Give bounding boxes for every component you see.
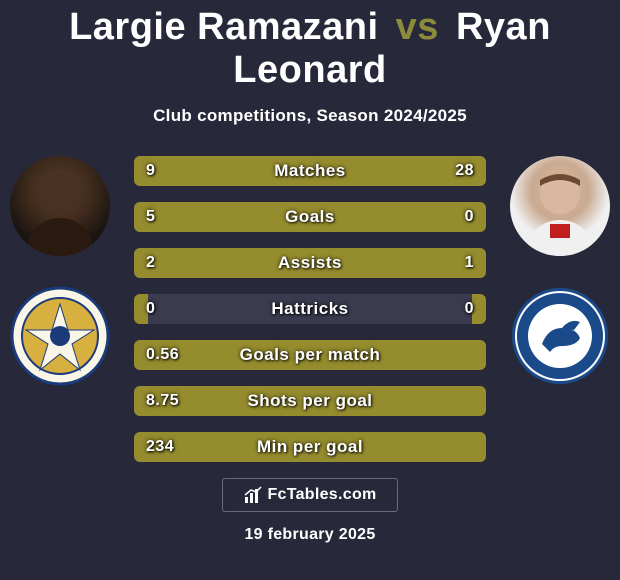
person-icon [510,156,610,256]
stat-row: 928Matches [134,156,486,186]
stat-row: 00Hattricks [134,294,486,324]
stat-row: 234Min per goal [134,432,486,462]
player2-club-crest [510,286,610,386]
player2-avatar [510,156,610,256]
stat-label: Goals per match [134,340,486,370]
comparison-title: Largie Ramazani vs Ryan Leonard [0,0,620,92]
footer-date: 19 february 2025 [0,526,620,544]
stat-label: Assists [134,248,486,278]
chart-area: 928Matches 50Goals 21Assists 00Hattricks 0.5… [0,156,620,462]
title-vs: vs [396,6,439,48]
person-icon [10,156,110,256]
player1-avatar [10,156,110,256]
chart-icon [243,485,263,505]
title-player1: Largie Ramazani [69,6,379,48]
brand-text: FcTables.com [267,486,376,504]
stat-label: Hattricks [134,294,486,324]
stat-row: 21Assists [134,248,486,278]
stat-label: Min per goal [134,432,486,462]
stat-row: 8.75Shots per goal [134,386,486,416]
stat-row: 0.56Goals per match [134,340,486,370]
stat-label: Matches [134,156,486,186]
club-crest-icon [510,286,610,386]
comparison-subtitle: Club competitions, Season 2024/2025 [0,106,620,126]
stat-bars: 928Matches 50Goals 21Assists 00Hattricks 0.5… [134,156,486,462]
stat-row: 50Goals [134,202,486,232]
club-crest-icon [10,286,110,386]
stat-label: Shots per goal [134,386,486,416]
stat-label: Goals [134,202,486,232]
brand-logo: FcTables.com [222,478,398,512]
player1-club-crest [10,286,110,386]
